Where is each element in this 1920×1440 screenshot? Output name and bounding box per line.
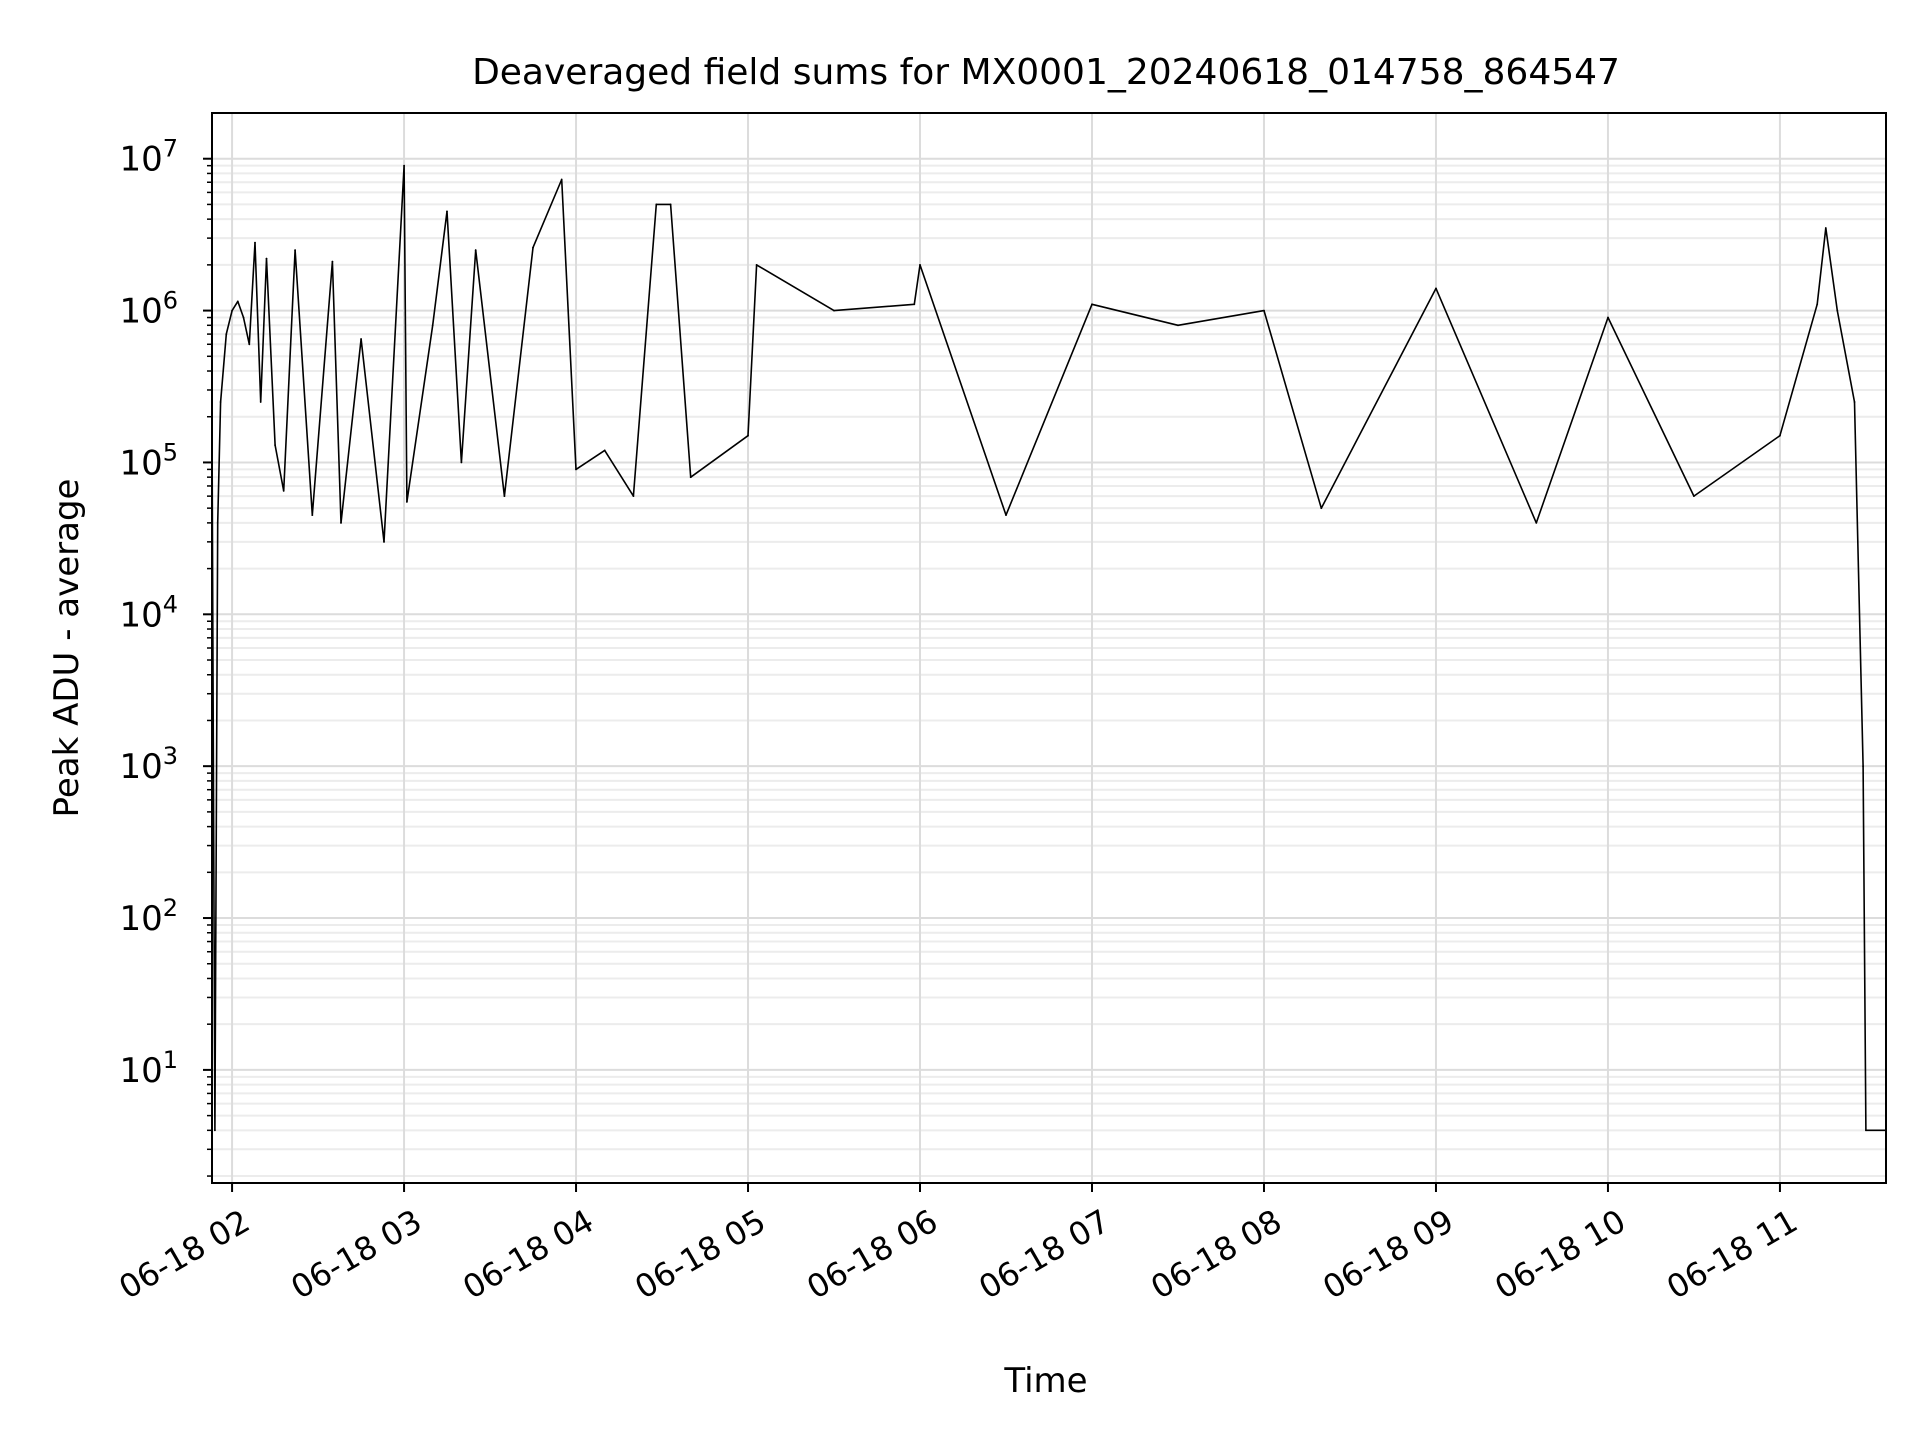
data-point: [603, 449, 606, 452]
grid: [212, 113, 1886, 1183]
data-point: [403, 164, 405, 167]
data-point: [225, 333, 228, 335]
y-axis-label: Peak ADU - average: [47, 479, 87, 818]
data-point: [655, 203, 658, 206]
data-point: [1091, 303, 1093, 306]
data-point: [331, 260, 334, 263]
data-point: [833, 309, 835, 312]
data-point: [265, 257, 268, 260]
data-point: [294, 249, 296, 252]
data-point: [689, 476, 692, 479]
data-point: [259, 401, 262, 403]
y-tick-label: 103: [119, 742, 178, 787]
data-point: [311, 514, 314, 516]
y-tick-label: 105: [119, 438, 178, 483]
y-axis: 101 102 103 104 105 106 107: [119, 135, 212, 1177]
data-point: [1865, 1129, 1867, 1132]
data-point: [254, 241, 256, 244]
data-point: [231, 309, 234, 312]
data-point: [1263, 309, 1265, 312]
data-point: [632, 495, 635, 497]
x-axis-label: Time: [1003, 1361, 1087, 1401]
data-point: [383, 541, 385, 543]
data-point: [1853, 401, 1856, 403]
data-series: [211, 164, 1887, 1132]
data-point: [560, 178, 563, 181]
data-point: [503, 495, 506, 497]
data-point: [1607, 316, 1609, 319]
data-point: [242, 316, 245, 319]
data-point: [1435, 287, 1437, 290]
data-point: [919, 264, 921, 266]
data-point: [1535, 522, 1538, 524]
y-tick-label: 102: [119, 894, 178, 939]
data-point: [282, 490, 285, 492]
data-point: [1862, 765, 1864, 768]
data-point: [1005, 514, 1007, 516]
data-point: [1693, 495, 1695, 497]
data-point: [216, 522, 219, 524]
data-point: [1779, 434, 1781, 437]
data-point: [532, 246, 534, 249]
data-point: [274, 444, 276, 446]
chart-title: Deaveraged field sums for MX0001_2024061…: [472, 52, 1620, 93]
y-tick-label: 104: [119, 590, 178, 635]
data-point: [474, 249, 477, 252]
data-point: [913, 303, 916, 306]
data-point: [669, 203, 672, 206]
data-point: [248, 343, 251, 346]
data-point: [747, 434, 749, 437]
data-point: [460, 461, 463, 464]
y-tick-label: 106: [119, 287, 178, 332]
data-point: [219, 401, 222, 403]
data-point: [1824, 227, 1827, 229]
data-point: [1836, 309, 1839, 312]
data-point: [1177, 324, 1179, 327]
data-point: [214, 1129, 216, 1132]
y-tick-label: 107: [119, 135, 178, 180]
y-tick-label: 101: [119, 1046, 178, 1091]
data-point: [446, 210, 448, 213]
data-point: [575, 468, 577, 471]
data-point: [431, 324, 434, 327]
data-point: [236, 300, 239, 303]
data-point: [406, 501, 408, 503]
data-point: [360, 338, 362, 340]
data-point: [340, 522, 342, 524]
data-point: [755, 264, 758, 266]
data-point: [1816, 303, 1819, 306]
data-point: [1320, 507, 1323, 510]
